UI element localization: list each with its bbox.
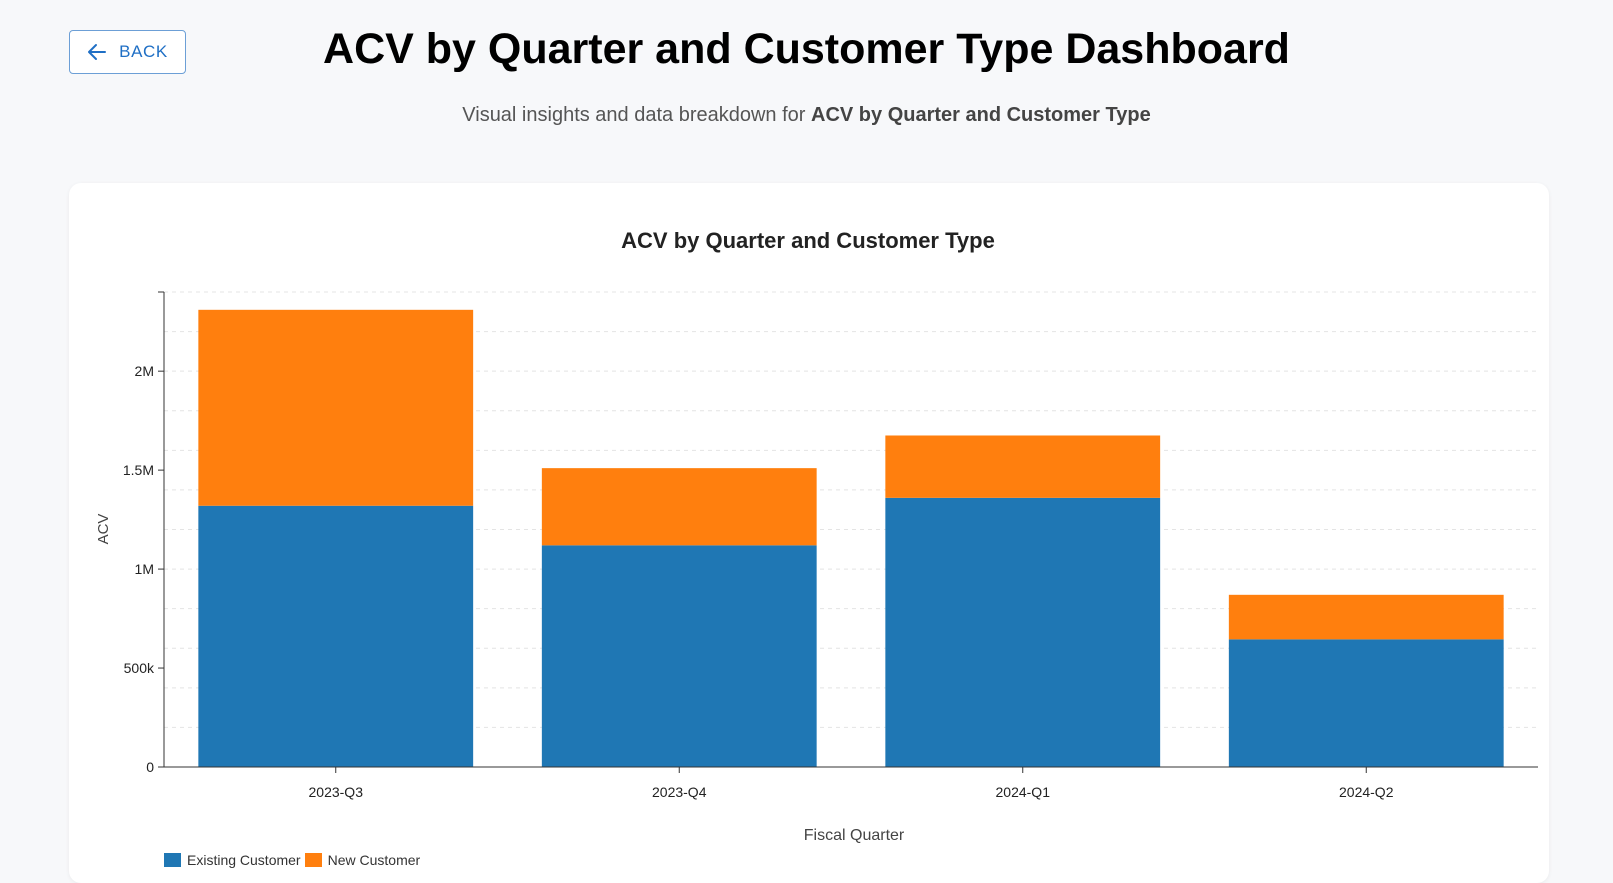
y-tick-label: 500k: [124, 660, 155, 676]
chart-legend: Existing Customer New Customer: [164, 852, 424, 868]
y-tick-label: 1M: [135, 561, 154, 577]
y-tick-label: 2M: [135, 363, 154, 379]
x-tick-label: 2024-Q1: [996, 784, 1051, 800]
bar-new-2024-q1: [885, 435, 1161, 498]
y-tick-label: 1.5M: [123, 462, 154, 478]
x-tick-label: 2023-Q4: [652, 784, 707, 800]
bar-existing-2024-q2: [1228, 639, 1504, 767]
bar-existing-2023-q4: [541, 545, 817, 767]
legend-label-existing: Existing Customer: [187, 852, 301, 868]
legend-swatch-existing: [164, 853, 181, 867]
legend-item-new[interactable]: New Customer: [304, 852, 421, 868]
bar-new-2024-q2: [1228, 594, 1504, 640]
x-axis-label: Fiscal Quarter: [804, 827, 905, 844]
y-axis-label: ACV: [95, 514, 112, 545]
legend-label-new: New Customer: [327, 852, 421, 868]
chart-bars: [198, 309, 1504, 767]
subtitle-bold: ACV by Quarter and Customer Type: [811, 104, 1151, 126]
page-subtitle: Visual insights and data breakdown for A…: [0, 104, 1613, 127]
x-tick-label: 2023-Q3: [309, 784, 364, 800]
bar-new-2023-q4: [541, 468, 817, 546]
page-title: ACV by Quarter and Customer Type Dashboa…: [323, 25, 1290, 73]
bar-existing-2024-q1: [885, 497, 1161, 767]
acv-chart: ACV by Quarter and Customer Type 0 500k 1M…: [95, 228, 1538, 844]
subtitle-prefix: Visual insights and data breakdown for: [462, 104, 812, 126]
chart-title: ACV by Quarter and Customer Type: [621, 228, 995, 253]
legend-swatch-new: [304, 853, 322, 867]
y-tick-label: 0: [146, 759, 154, 775]
chart-axes: 0 500k 1M 1.5M 2M 2023-Q3 2023-Q4 2024-Q1 2024-Q…: [123, 291, 1538, 800]
x-tick-label: 2024-Q2: [1339, 784, 1394, 800]
arrow-left-icon: [88, 44, 107, 60]
back-button-label: BACK: [119, 42, 168, 61]
back-button[interactable]: BACK: [69, 30, 186, 74]
legend-item-existing[interactable]: Existing Customer: [164, 852, 301, 868]
bar-new-2023-q3: [198, 309, 474, 506]
bar-existing-2023-q3: [198, 505, 474, 767]
